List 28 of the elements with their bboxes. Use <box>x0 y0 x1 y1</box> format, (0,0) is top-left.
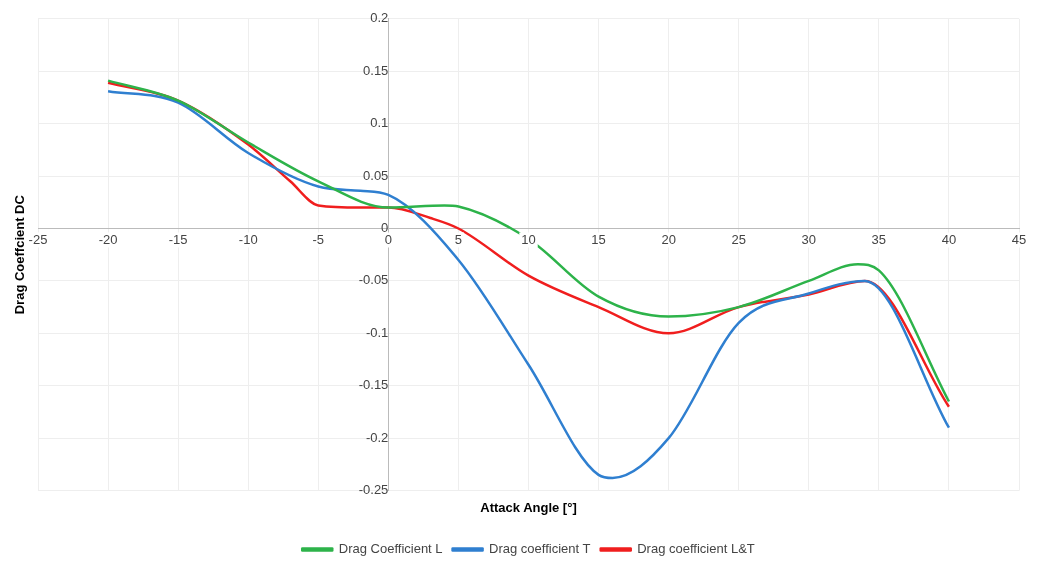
y-tick-label: 0.2 <box>370 10 389 26</box>
y-tick-label: -0.15 <box>358 377 389 393</box>
y-tick-label: 0.05 <box>363 167 389 183</box>
x-tick-label: 25 <box>731 231 746 247</box>
y-axis-title: Drag Coeffcient DC <box>11 194 27 315</box>
x-tick-label: -20 <box>98 231 118 247</box>
x-tick-label: 45 <box>1011 231 1027 247</box>
x-tick-label: 40 <box>941 231 957 247</box>
x-tick-label: -5 <box>312 231 325 247</box>
x-tick-label: 30 <box>801 231 817 247</box>
y-tick-label: 0.1 <box>370 115 389 131</box>
x-tick-label: -10 <box>238 231 258 247</box>
x-tick-label: -25 <box>28 231 48 247</box>
x-tick-label: 35 <box>871 231 887 247</box>
legend-label: Drag Coefficient L <box>338 541 443 557</box>
y-tick-label: -0.25 <box>358 482 389 498</box>
x-axis-title: Attack Angle [°] <box>480 500 577 516</box>
x-tick-label: 15 <box>591 231 606 247</box>
legend-label: Drag coefficient T <box>489 541 591 557</box>
legend-label: Drag coefficient L&T <box>637 541 755 557</box>
x-tick-label: 10 <box>521 231 536 247</box>
x-tick-label: 20 <box>661 231 676 247</box>
x-tick-label: 5 <box>454 231 463 247</box>
x-tick-label: -15 <box>168 231 188 247</box>
y-tick-label: -0.05 <box>358 272 389 288</box>
y-tick-label: -0.2 <box>365 429 389 445</box>
y-tick-label: -0.1 <box>365 324 389 340</box>
y-tick-label: 0.15 <box>363 62 389 78</box>
